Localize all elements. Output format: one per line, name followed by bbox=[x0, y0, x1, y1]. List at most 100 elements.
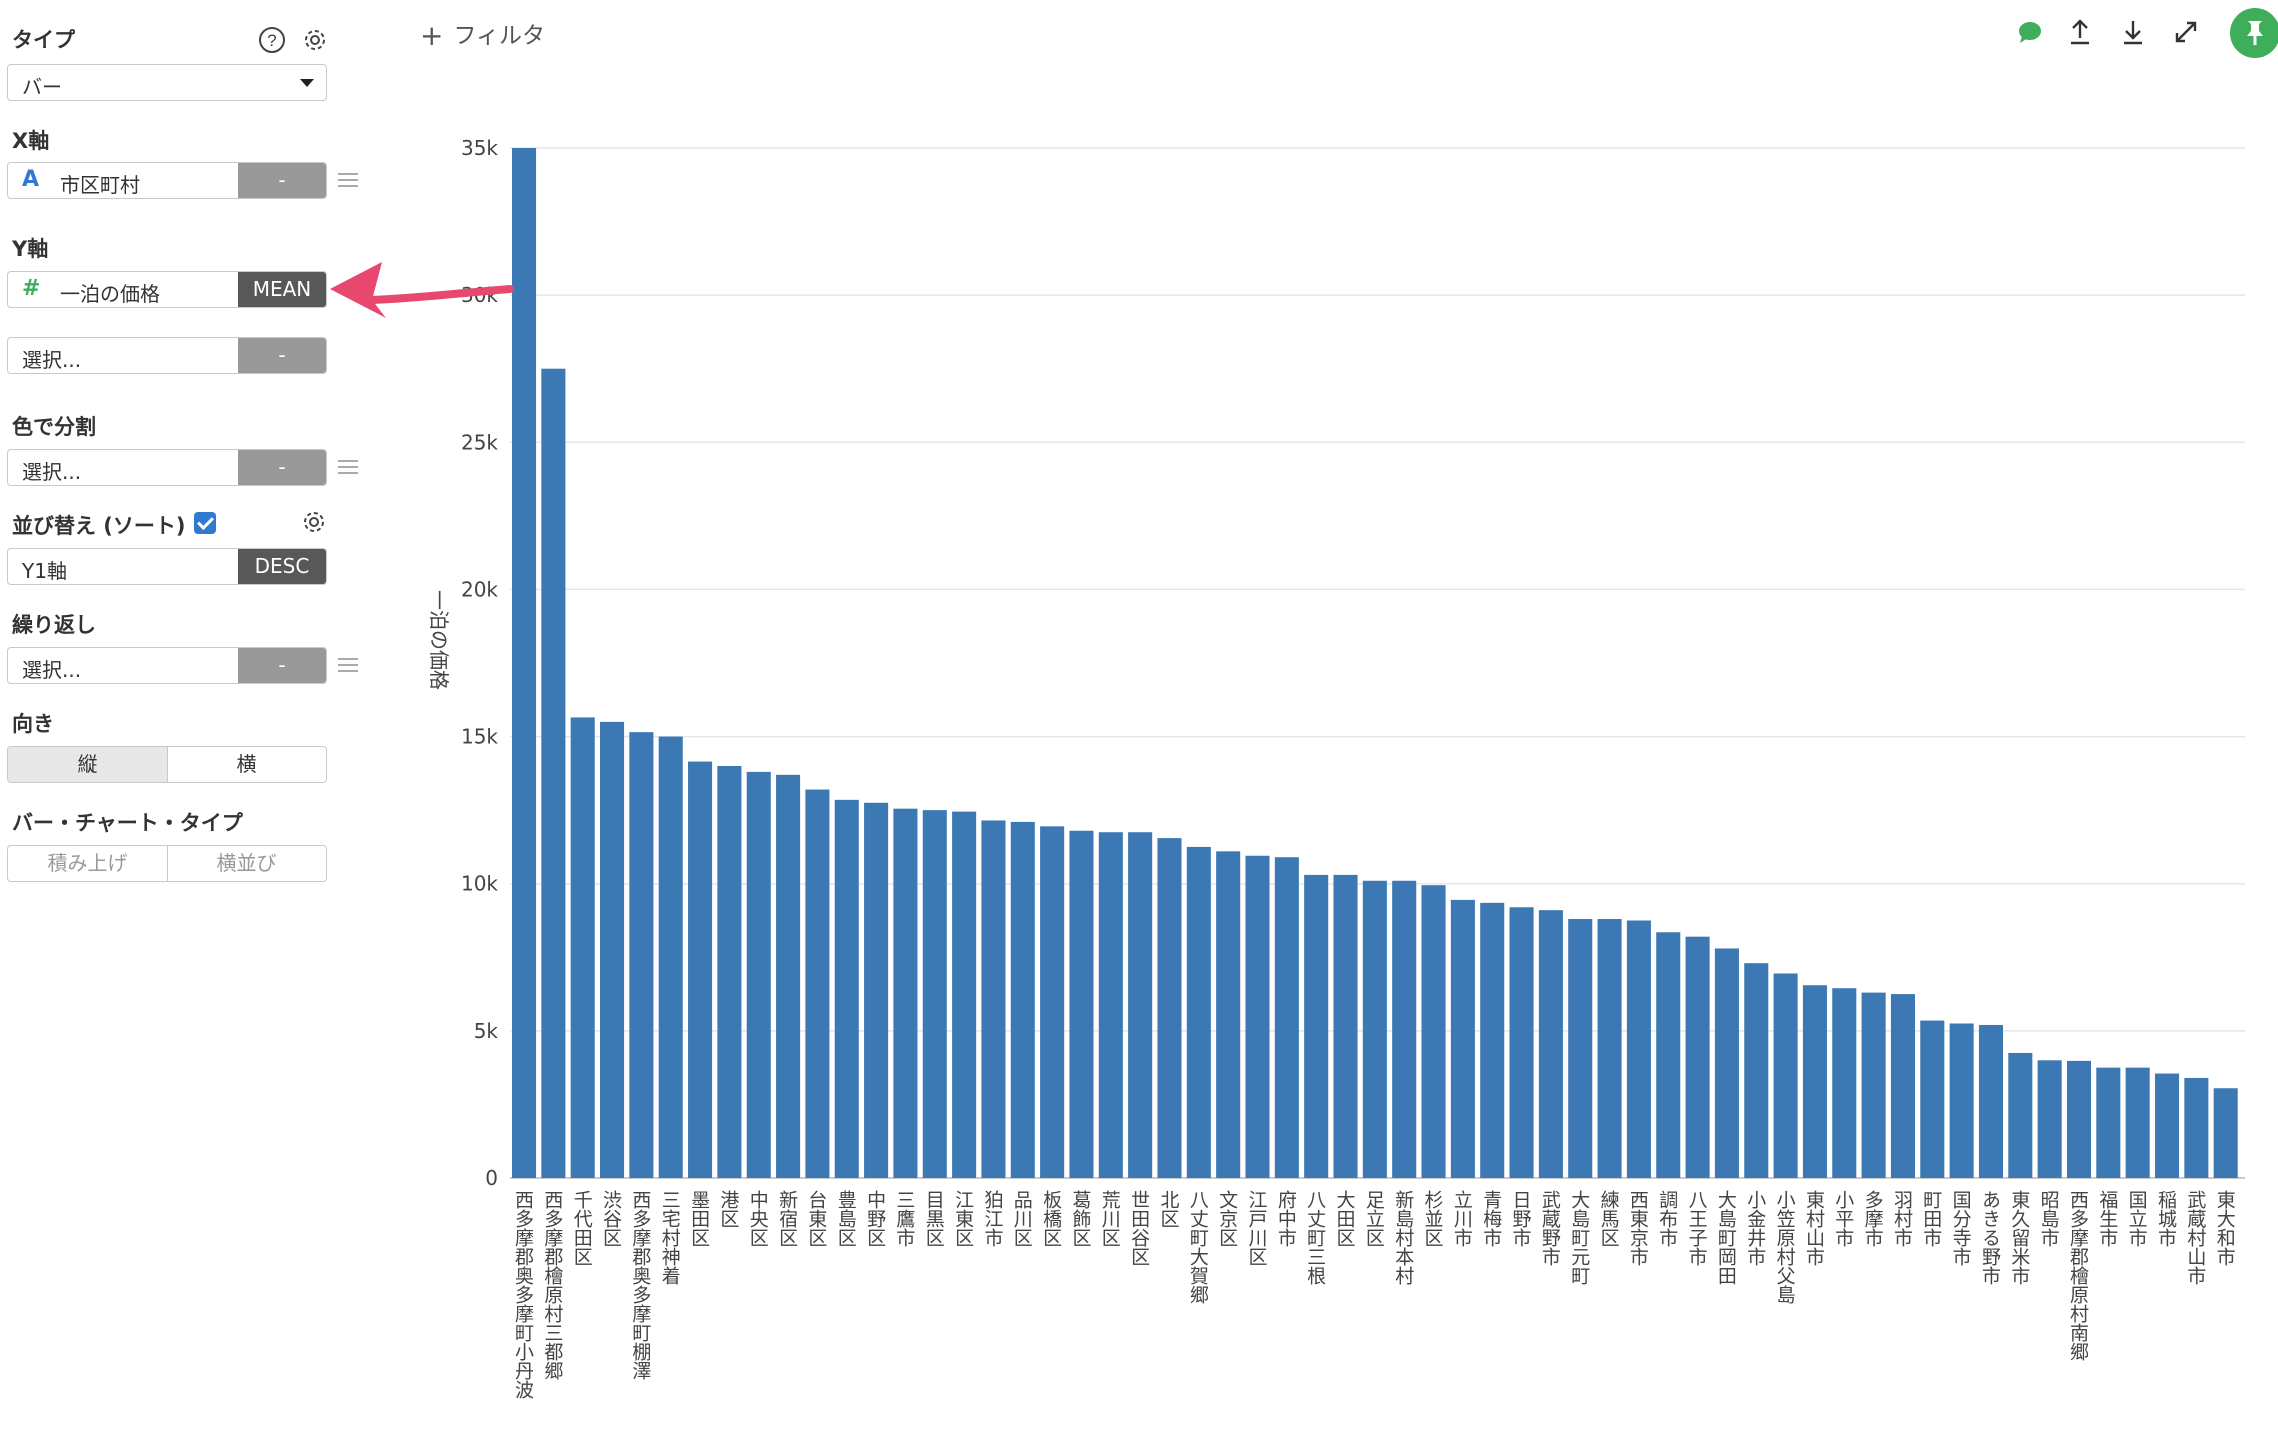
gear-icon[interactable] bbox=[301, 26, 329, 54]
y-axis-field[interactable]: # 一泊の価格 MEAN bbox=[7, 271, 327, 308]
bar[interactable] bbox=[1245, 855, 1270, 1178]
bar[interactable] bbox=[1392, 880, 1417, 1178]
bar[interactable] bbox=[1450, 899, 1475, 1178]
bar[interactable] bbox=[1568, 919, 1593, 1178]
add-filter-button[interactable]: + フィルタ bbox=[420, 16, 545, 52]
bar[interactable] bbox=[658, 736, 683, 1178]
repeat-menu-icon[interactable] bbox=[338, 658, 358, 676]
repeat-field-placeholder: 選択... bbox=[22, 658, 82, 682]
bar[interactable] bbox=[2096, 1067, 2121, 1178]
bar[interactable] bbox=[1274, 857, 1299, 1178]
y2-axis-placeholder: 選択... bbox=[22, 348, 82, 372]
bar[interactable] bbox=[1216, 851, 1241, 1178]
x-tick-label: 小笠原村父島 bbox=[1774, 1190, 1796, 1305]
bar[interactable] bbox=[1685, 936, 1710, 1178]
color-aggregation-button[interactable]: - bbox=[238, 450, 326, 485]
bar[interactable] bbox=[1802, 985, 1827, 1178]
repeat-aggregation-button[interactable]: - bbox=[238, 648, 326, 683]
x-tick-label: 大島町岡田 bbox=[1715, 1190, 1737, 1285]
bar[interactable] bbox=[893, 808, 918, 1178]
bar[interactable] bbox=[1744, 963, 1769, 1178]
pin-button[interactable] bbox=[2230, 8, 2278, 58]
expand-icon[interactable] bbox=[2168, 14, 2204, 50]
x-axis-menu-icon[interactable] bbox=[338, 173, 358, 191]
bar-type-section-title: バー・チャート・タイプ bbox=[12, 811, 243, 835]
color-field[interactable]: 選択... - bbox=[7, 449, 327, 486]
x-tick-label: 中央区 bbox=[747, 1190, 769, 1247]
bar[interactable] bbox=[776, 774, 801, 1178]
y2-axis-aggregation-button[interactable]: - bbox=[238, 338, 326, 373]
bar[interactable] bbox=[1920, 1020, 1945, 1178]
sort-field[interactable]: Y1軸 DESC bbox=[7, 548, 327, 585]
bar[interactable] bbox=[688, 761, 713, 1178]
bar[interactable] bbox=[1890, 994, 1915, 1178]
bar[interactable] bbox=[1040, 826, 1065, 1178]
bar[interactable] bbox=[2154, 1073, 2180, 1178]
bar[interactable] bbox=[1186, 846, 1211, 1178]
color-menu-icon[interactable] bbox=[338, 460, 358, 478]
x-axis-aggregation-button[interactable]: - bbox=[238, 163, 326, 198]
bar[interactable] bbox=[1421, 885, 1446, 1178]
download-icon[interactable] bbox=[2115, 14, 2151, 50]
bar[interactable] bbox=[629, 732, 654, 1178]
bar[interactable] bbox=[1304, 874, 1329, 1178]
bar[interactable] bbox=[1978, 1024, 2004, 1178]
bar[interactable] bbox=[1538, 910, 1563, 1178]
help-icon[interactable]: ? bbox=[258, 26, 286, 54]
bar[interactable] bbox=[952, 811, 977, 1178]
bar[interactable] bbox=[922, 810, 947, 1178]
bar[interactable] bbox=[1069, 830, 1094, 1178]
bar[interactable] bbox=[717, 766, 742, 1178]
bar[interactable] bbox=[1832, 988, 1857, 1178]
sort-checkbox[interactable] bbox=[194, 512, 216, 534]
bar[interactable] bbox=[1626, 920, 1651, 1179]
x-tick-label: 渋谷区 bbox=[600, 1190, 622, 1247]
comment-icon[interactable] bbox=[2012, 14, 2048, 50]
bar[interactable] bbox=[1157, 838, 1182, 1178]
bar[interactable] bbox=[834, 799, 859, 1178]
repeat-field[interactable]: 選択... - bbox=[7, 647, 327, 684]
bar-type-stacked-button[interactable]: 積み上げ bbox=[8, 846, 168, 881]
bar[interactable] bbox=[1949, 1023, 1974, 1179]
bar[interactable] bbox=[2008, 1052, 2033, 1178]
bar[interactable] bbox=[1128, 832, 1153, 1178]
bar[interactable] bbox=[1773, 973, 1798, 1178]
bar[interactable] bbox=[864, 802, 889, 1178]
bar[interactable] bbox=[1098, 832, 1123, 1178]
bar[interactable] bbox=[1861, 992, 1886, 1178]
orientation-vertical-button[interactable]: 縦 bbox=[8, 747, 168, 782]
bar[interactable] bbox=[981, 820, 1006, 1178]
bar[interactable] bbox=[2037, 1060, 2062, 1178]
bar[interactable] bbox=[541, 368, 566, 1178]
sort-gear-icon[interactable] bbox=[300, 508, 328, 536]
sort-order-button[interactable]: DESC bbox=[238, 549, 326, 584]
bar-type-grouped-button[interactable]: 横並び bbox=[216, 851, 277, 875]
orientation-horizontal-button[interactable]: 横 bbox=[236, 752, 257, 776]
x-tick-label: 立川市 bbox=[1451, 1190, 1473, 1247]
chart-type-select[interactable]: バー bbox=[7, 64, 327, 101]
upload-icon[interactable] bbox=[2062, 14, 2098, 50]
bar[interactable] bbox=[2066, 1060, 2092, 1178]
bar[interactable] bbox=[2184, 1077, 2209, 1178]
bar[interactable] bbox=[805, 789, 830, 1178]
y-axis-aggregation-button[interactable]: MEAN bbox=[238, 272, 326, 307]
bar[interactable] bbox=[2125, 1067, 2150, 1178]
bar[interactable] bbox=[1333, 874, 1358, 1178]
sort-section-title: 並び替え (ソート) bbox=[12, 514, 186, 538]
bar[interactable] bbox=[512, 148, 537, 1178]
x-tick-label: 東久留米市 bbox=[2008, 1190, 2030, 1285]
x-axis-field[interactable]: A 市区町村 - bbox=[7, 162, 327, 199]
y2-axis-field[interactable]: 選択... - bbox=[7, 337, 327, 374]
bar[interactable] bbox=[1656, 932, 1681, 1178]
bar[interactable] bbox=[1509, 907, 1534, 1178]
bar[interactable] bbox=[1480, 902, 1505, 1178]
bar[interactable] bbox=[1362, 880, 1387, 1178]
bar[interactable] bbox=[1010, 821, 1035, 1178]
bar[interactable] bbox=[1597, 919, 1622, 1178]
bar[interactable] bbox=[570, 717, 595, 1178]
bar[interactable] bbox=[2213, 1088, 2238, 1178]
x-tick-label: 日野市 bbox=[1510, 1190, 1532, 1247]
bar[interactable] bbox=[600, 721, 625, 1178]
bar[interactable] bbox=[1714, 948, 1739, 1178]
bar[interactable] bbox=[746, 771, 771, 1178]
